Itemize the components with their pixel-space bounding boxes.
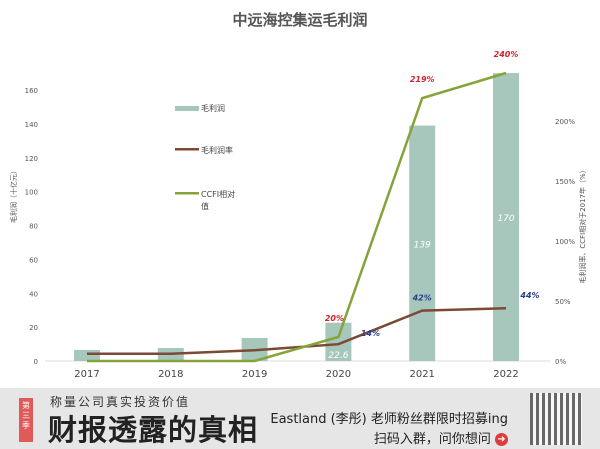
legend-label-cont: 值	[201, 201, 209, 211]
bar-label: 22.6	[328, 351, 348, 361]
y-left-tick: 60	[29, 256, 38, 264]
legend-label: 毛利润率	[201, 145, 233, 155]
data-label: 44%	[519, 291, 539, 300]
qr-code	[530, 393, 582, 445]
legend-label: 毛利润	[201, 103, 225, 113]
y-left-tick: 40	[29, 290, 38, 298]
data-label: 219%	[410, 75, 435, 84]
x-tick: 2020	[326, 369, 351, 380]
footer-banner: 第三季 称量公司真实投资价值 财报透露的真相 Eastland (李彤) 老师粉…	[0, 388, 600, 449]
y-right-label: 毛利润率、CCFI相对于2017年（%）	[578, 166, 587, 283]
y-left-tick: 80	[29, 223, 38, 231]
y-left-tick: 140	[25, 121, 38, 129]
data-label: 14%	[361, 329, 380, 338]
y-right-tick: 200%	[555, 118, 575, 126]
x-tick: 2022	[493, 369, 518, 380]
legend-swatch	[175, 192, 199, 195]
y-right-tick: 100%	[555, 238, 575, 246]
banner-subtitle: 称量公司真实投资价值	[50, 395, 191, 409]
x-tick: 2021	[409, 369, 434, 380]
data-label: 20%	[325, 314, 344, 323]
data-label: 240%	[494, 50, 519, 59]
y-left-tick: 20	[29, 324, 38, 332]
y-right-tick: 0%	[555, 358, 566, 366]
bar-2017	[74, 349, 100, 361]
y-left-tick: 100	[25, 189, 38, 197]
banner-title: 财报透露的真相	[48, 413, 259, 447]
y-left-label: 毛利润（十亿元）	[9, 167, 18, 223]
promo-text: Eastland (李彤) 老师粉丝群限时招募ing	[270, 412, 508, 427]
y-right-tick: 50%	[555, 298, 571, 306]
x-tick: 2018	[158, 369, 183, 380]
scan-text: 扫码入群，问你想问	[373, 432, 491, 447]
legend-swatch	[175, 148, 199, 151]
line-margin	[87, 306, 507, 356]
bar-2022	[493, 73, 519, 361]
x-tick: 2017	[74, 369, 99, 380]
y-left-tick: 0	[34, 358, 38, 366]
y-left-tick: 120	[25, 155, 38, 163]
bar-label: 139	[414, 240, 431, 250]
y-right-tick: 150%	[555, 178, 575, 186]
legend-label: CCFI相对	[201, 189, 235, 199]
scan-row[interactable]: 扫码入群，问你想问 ➜	[374, 428, 508, 447]
line-ccfi	[87, 71, 507, 363]
season-ribbon: 第三季	[19, 398, 33, 442]
data-label: 42%	[412, 294, 432, 303]
arrow-right-circle-icon[interactable]: ➜	[495, 433, 508, 446]
legend-swatch	[175, 106, 199, 111]
bar-2021	[409, 125, 436, 361]
chart-title: 中远海控集运毛利润	[232, 11, 367, 29]
chart: 中远海控集运毛利润 0 20 40 60 80 100 120 140 160 0% 50% 100% 1…	[9, 11, 587, 380]
y-left-tick: 160	[25, 87, 38, 95]
x-tick: 2019	[242, 369, 267, 380]
bar-label: 170	[497, 214, 514, 224]
